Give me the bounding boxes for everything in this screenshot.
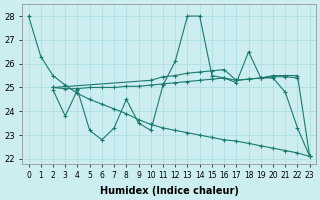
X-axis label: Humidex (Indice chaleur): Humidex (Indice chaleur) xyxy=(100,186,239,196)
